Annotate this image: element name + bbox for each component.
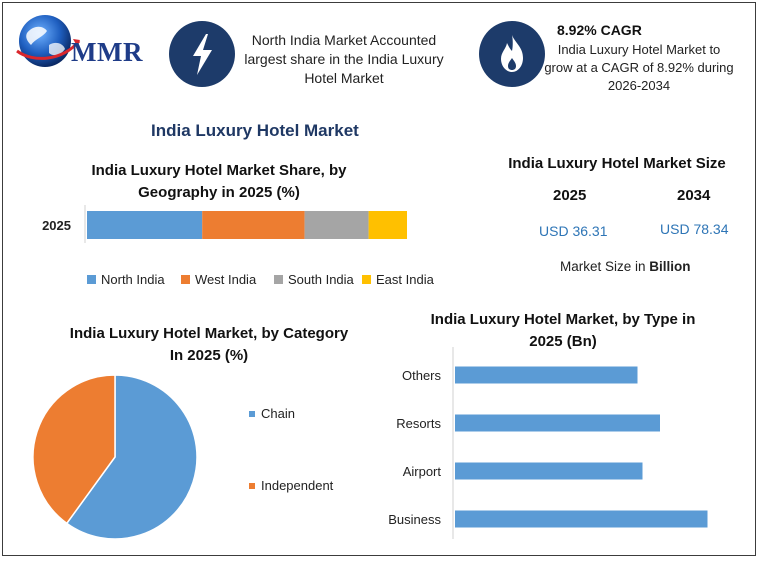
year-2034: 2034 — [677, 187, 711, 204]
geo-legend-swatch — [274, 275, 283, 284]
geo-chart-title: India Luxury Hotel Market Share, by Geog… — [91, 162, 347, 201]
geo-legend-label: South India — [288, 272, 355, 287]
lightning-icon — [169, 21, 235, 87]
mmr-logo: MMR — [13, 11, 163, 71]
type-bar-resorts — [455, 414, 660, 432]
cagr-note: India Luxury Hotel Market to grow at a C… — [544, 42, 734, 93]
globe-icon — [16, 15, 81, 67]
unit-bold: Billion — [649, 259, 691, 274]
year-2025: 2025 — [553, 187, 587, 204]
geo-legend-swatch — [87, 275, 96, 284]
unit-prefix: Market Size in — [560, 259, 646, 274]
value-2025: USD 36.31 — [539, 223, 608, 239]
pie-legend-swatch — [249, 483, 255, 489]
type-bar-chart: Others Resorts Airport Business — [388, 347, 708, 539]
type-category-label: Business — [388, 512, 441, 527]
geo-bar-segment-east-india — [368, 211, 407, 239]
type-chart-title: India Luxury Hotel Market, by Type in 20… — [430, 311, 696, 350]
geo-stacked-bar-chart: 2025 North India West India South India East… — [42, 205, 435, 287]
market-size-unit: Market Size in Billion — [560, 259, 691, 274]
geo-bar-segment-west-india — [202, 211, 305, 239]
geo-legend-label: West India — [195, 272, 257, 287]
flame-icon — [479, 21, 545, 87]
pie-slice-independent — [32, 374, 116, 525]
north-india-note: North India Market Accounted largest sha… — [244, 32, 444, 86]
type-category-label: Airport — [403, 464, 442, 479]
pie-legend-swatch — [249, 411, 255, 417]
category-chart-title: India Luxury Hotel Market, by Category I… — [69, 325, 349, 364]
type-category-label: Resorts — [396, 416, 441, 431]
pie-slice-chain — [65, 374, 198, 540]
category-pie-chart: Chain Independent — [32, 374, 334, 540]
value-2034: USD 78.34 — [660, 221, 729, 237]
type-bar-airport — [455, 462, 643, 480]
geo-legend-label: East India — [376, 272, 435, 287]
market-size-title: India Luxury Hotel Market Size — [508, 155, 726, 172]
geo-bar-segment-south-india — [304, 211, 369, 239]
geo-bar-segment-north-india — [87, 211, 203, 239]
geo-category-label: 2025 — [42, 218, 71, 233]
type-bar-others — [455, 366, 638, 384]
logo-text: MMR — [71, 37, 143, 67]
infographic-frame: MMR North India Market Accounted largest… — [2, 2, 756, 556]
geo-legend-label: North India — [101, 272, 165, 287]
type-bar-business — [455, 510, 708, 528]
type-category-label: Others — [402, 368, 442, 383]
geo-legend-swatch — [362, 275, 371, 284]
cagr-title: 8.92% CAGR — [557, 22, 642, 38]
main-title: India Luxury Hotel Market — [151, 121, 359, 140]
geo-legend-swatch — [181, 275, 190, 284]
pie-legend-label: Independent — [261, 478, 334, 493]
pie-legend-label: Chain — [261, 406, 295, 421]
